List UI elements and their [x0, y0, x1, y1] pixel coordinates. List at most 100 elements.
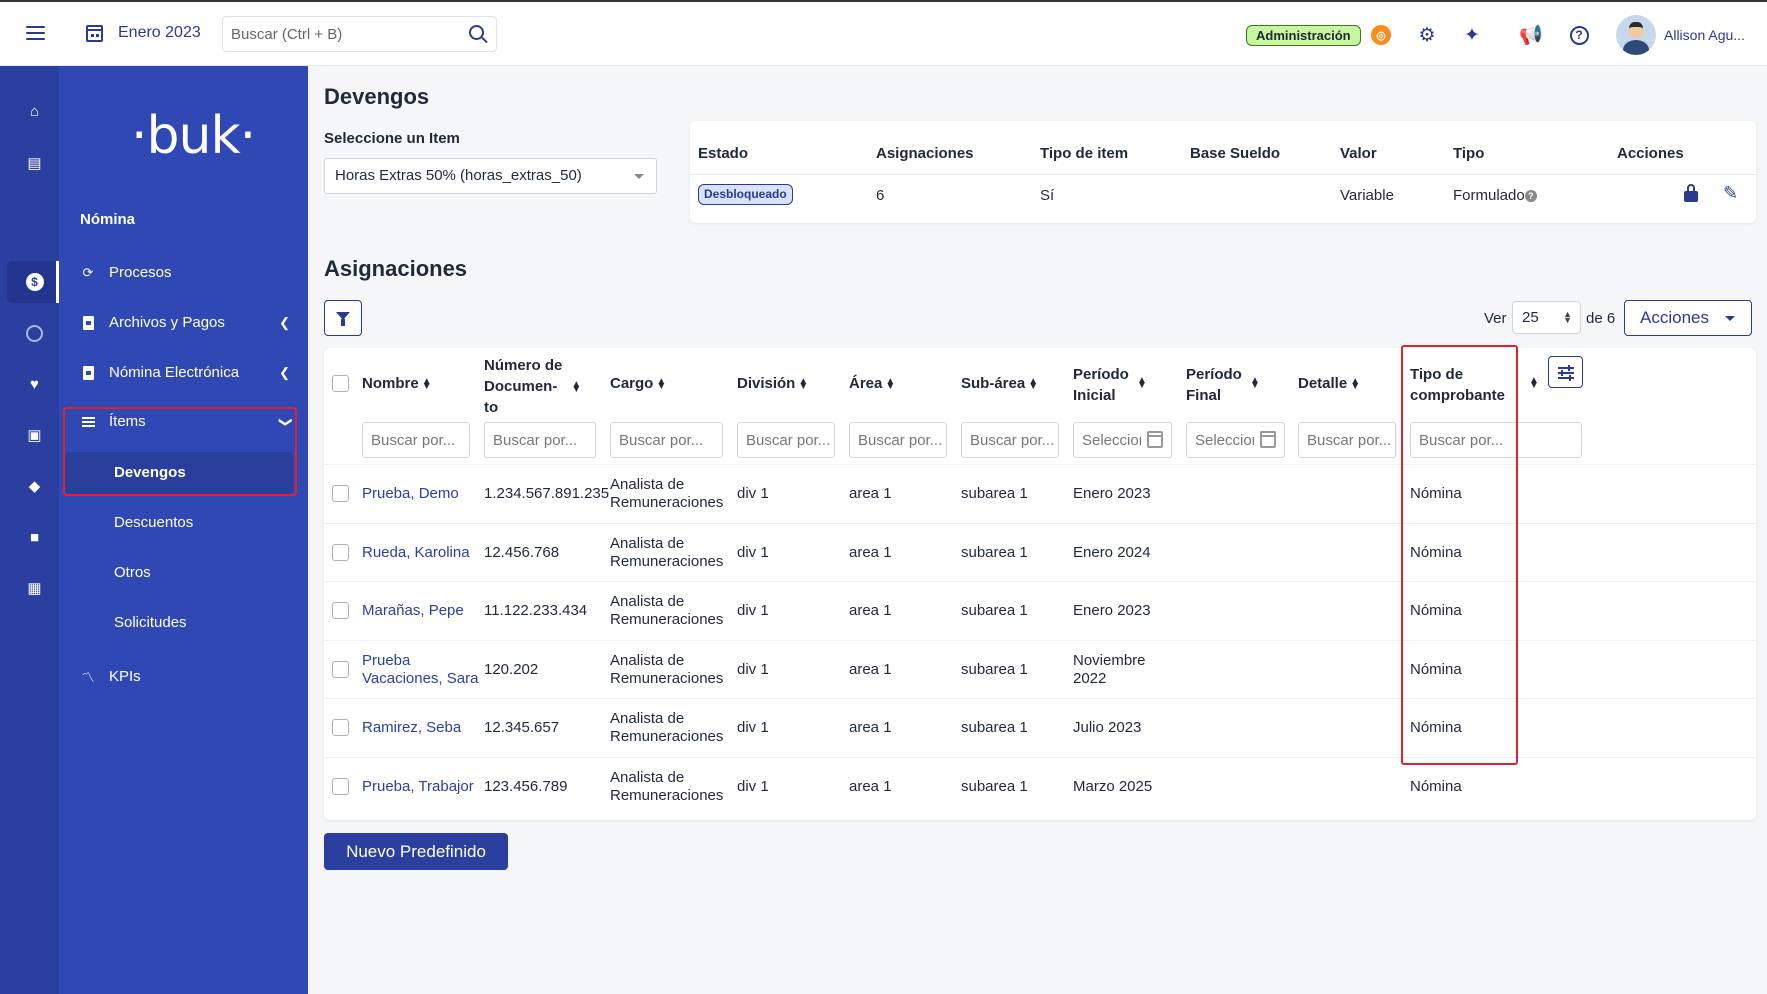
- cell-line[interactable]: Prueba: [362, 651, 411, 669]
- item-select[interactable]: Horas Extras 50% (horas_extras_50): [324, 158, 657, 194]
- cell-line[interactable]: Ramirez, Seba: [362, 719, 462, 737]
- sort-icon[interactable]: ▲ ▼: [1137, 375, 1147, 391]
- cell-line[interactable]: Marañas, Pepe: [362, 602, 464, 620]
- info-header-asignaciones: Asignaciones: [876, 145, 974, 162]
- megaphone-icon[interactable]: 📢: [1519, 25, 1543, 46]
- sidebar-subitem-devengos[interactable]: Devengos: [114, 464, 186, 481]
- filter-button[interactable]: [324, 300, 362, 336]
- info-header-estado: Estado: [698, 145, 749, 162]
- admin-badge[interactable]: Administración: [1246, 25, 1361, 46]
- column-header-subarea[interactable]: Sub-área ▲ ▼: [961, 373, 1038, 394]
- highlight-box-tipo-comprobante: [1401, 345, 1518, 765]
- sidebar-subitem-solicitudes[interactable]: Solicitudes: [114, 614, 187, 631]
- help-icon[interactable]: ?: [1568, 24, 1590, 46]
- column-header-division[interactable]: División ▲ ▼: [737, 373, 808, 394]
- search-icon[interactable]: [469, 25, 484, 40]
- sort-icon[interactable]: ▲ ▼: [1250, 375, 1260, 391]
- column-header-cargo[interactable]: Cargo ▲ ▼: [610, 373, 666, 394]
- filter-input-nombre[interactable]: [362, 422, 470, 458]
- cell-line: Analista de: [610, 593, 685, 611]
- column-settings-button[interactable]: [1548, 356, 1583, 388]
- filter-input-tipo-comprobante[interactable]: [1410, 422, 1582, 458]
- nuevo-predefinido-button[interactable]: Nuevo Predefinido: [324, 833, 508, 870]
- people-heart-icon[interactable]: ♥: [30, 375, 39, 393]
- acciones-dropdown-button[interactable]: Acciones: [1624, 300, 1752, 336]
- table-cell-nombre[interactable]: Ramirez, Seba: [362, 719, 461, 737]
- table-cell-documento: 12.345.657: [484, 719, 560, 737]
- table-cell-documento: 1.234.567.891.235: [484, 485, 610, 503]
- calendar-icon[interactable]: [1260, 431, 1276, 448]
- column-header-documento[interactable]: Número de Documen- ▲ ▼ to: [484, 355, 581, 418]
- per-page-select[interactable]: 25 ▲ ▼: [1512, 301, 1581, 334]
- table-cell-nombre[interactable]: Prueba Vacaciones, Sara: [362, 652, 478, 688]
- table-cell-nombre[interactable]: Marañas, Pepe: [362, 602, 464, 620]
- sidebar-item-nomina-electronica[interactable]: Nómina Electrónica ❮: [80, 364, 290, 381]
- sidebar-subitem-otros[interactable]: Otros: [114, 564, 151, 581]
- gear-icon[interactable]: ⚙: [1418, 24, 1436, 46]
- cell-line[interactable]: Prueba, Trabajor: [362, 777, 474, 795]
- column-header-area[interactable]: Área ▲ ▼: [849, 373, 895, 394]
- dollar-icon[interactable]: $: [25, 273, 44, 291]
- question-icon[interactable]: ?: [1524, 190, 1537, 203]
- table-cell-nombre[interactable]: Prueba, Demo: [362, 485, 459, 503]
- sidebar-item-archivos[interactable]: Archivos y Pagos ❮: [80, 314, 290, 331]
- hamburger-menu-icon[interactable]: [26, 26, 45, 40]
- sort-icon: ▲ ▼: [656, 376, 667, 393]
- home-icon[interactable]: ⌂: [29, 102, 40, 120]
- filter-input-detalle[interactable]: [1298, 422, 1396, 458]
- gift-icon[interactable]: ▣: [27, 427, 42, 444]
- integration-icon[interactable]: ◎: [1370, 24, 1392, 46]
- table-cell-nombre[interactable]: Rueda, Karolina: [362, 544, 470, 562]
- sidebar-item-procesos[interactable]: ⟳ Procesos: [80, 264, 290, 281]
- global-search-input[interactable]: [223, 17, 453, 51]
- pencil-icon[interactable]: ✎: [1723, 183, 1739, 203]
- sidebar-item-items[interactable]: Ítems ❮: [80, 413, 292, 430]
- column-header-periodo-final[interactable]: Período Final: [1186, 364, 1242, 406]
- calendar-icon[interactable]: [86, 25, 103, 42]
- folder-icon[interactable]: ■: [29, 528, 40, 546]
- column-header-nombre[interactable]: Nombre ▲ ▼: [362, 373, 432, 394]
- row-checkbox[interactable]: [332, 485, 349, 503]
- filter-input-documento[interactable]: [484, 422, 596, 458]
- column-header-tipo-comprobante[interactable]: Tipo de comprobante: [1410, 364, 1505, 406]
- column-header-periodo-inicial[interactable]: Período Inicial: [1073, 364, 1129, 406]
- sidebar-subitem-descuentos[interactable]: Descuentos: [114, 514, 194, 531]
- clock-icon[interactable]: [25, 324, 44, 342]
- info-value-tipo-text: Formulado: [1453, 187, 1525, 204]
- lock-icon[interactable]: [1684, 184, 1698, 202]
- select-all-checkbox[interactable]: [332, 375, 349, 392]
- pin-icon[interactable]: ✦: [1464, 24, 1480, 46]
- cell-line[interactable]: Rueda, Karolina: [362, 543, 470, 561]
- sort-icon[interactable]: ▲ ▼: [1529, 375, 1539, 391]
- row-divider: [324, 698, 1756, 699]
- graduation-icon[interactable]: ◆: [28, 478, 41, 495]
- calendar-icon[interactable]: [1147, 431, 1163, 448]
- table-cell-nombre[interactable]: Prueba, Trabajor: [362, 778, 474, 796]
- row-checkbox[interactable]: [332, 543, 349, 561]
- sort-icon: ▲ ▼: [571, 379, 582, 396]
- table-cell-area: area 1: [849, 660, 892, 678]
- filter-input-periodo-inicial[interactable]: [1073, 422, 1172, 458]
- row-divider: [324, 581, 1756, 582]
- clipboard-icon[interactable]: ▤: [27, 155, 42, 172]
- avatar[interactable]: [1616, 15, 1656, 55]
- month-selector[interactable]: Enero 2023: [118, 24, 201, 41]
- row-checkbox[interactable]: [332, 660, 349, 678]
- column-header-detalle[interactable]: Detalle ▲ ▼: [1298, 373, 1360, 394]
- row-checkbox[interactable]: [332, 777, 349, 795]
- filter-input-subarea[interactable]: [961, 422, 1059, 458]
- cell-line[interactable]: Vacaciones, Sara: [362, 669, 479, 687]
- table-cell-division: div 1: [737, 660, 769, 678]
- row-checkbox[interactable]: [332, 602, 349, 620]
- store-icon[interactable]: ▦: [27, 580, 42, 597]
- filter-input-area[interactable]: [849, 422, 947, 458]
- sidebar-item-kpis[interactable]: 〽 KPIs: [80, 668, 290, 685]
- filter-input-division[interactable]: [737, 422, 835, 458]
- row-checkbox[interactable]: [332, 719, 349, 737]
- user-name[interactable]: Allison Agu...: [1664, 27, 1745, 43]
- cell-line[interactable]: Prueba, Demo: [362, 485, 459, 503]
- filter-input-cargo[interactable]: [610, 422, 723, 458]
- sort-icon: ▲ ▼: [421, 376, 432, 393]
- global-search[interactable]: [222, 16, 497, 52]
- filter-input-periodo-final[interactable]: [1186, 422, 1285, 458]
